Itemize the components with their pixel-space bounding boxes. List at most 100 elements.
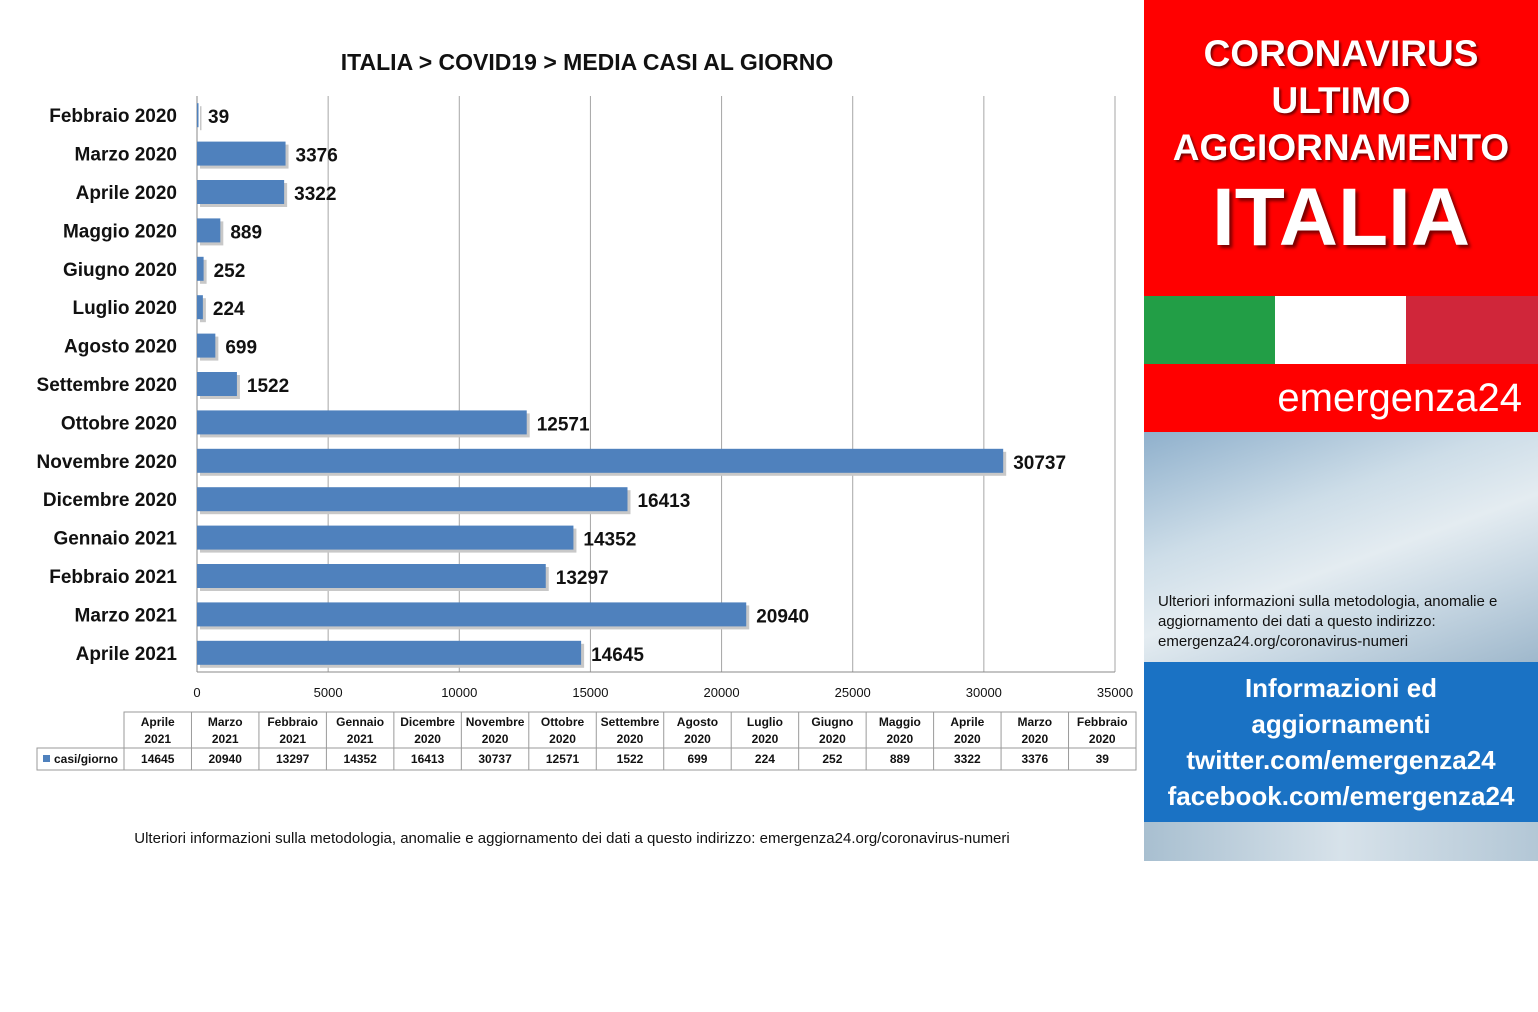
data-label: 39 <box>208 107 229 128</box>
table-cell-value: 39 <box>1096 752 1110 766</box>
bar <box>197 180 285 204</box>
table-cell-value: 252 <box>822 752 842 766</box>
table-header-month: Aprile <box>141 715 175 729</box>
flag-red-stripe <box>1406 296 1538 364</box>
table-header-year: 2020 <box>1089 732 1116 746</box>
data-label: 14352 <box>583 530 636 551</box>
side-panel: CORONAVIRUS ULTIMO AGGIORNAMENTO ITALIA … <box>1144 0 1538 1012</box>
table-header-month: Novembre <box>466 715 525 729</box>
data-label: 12571 <box>537 414 590 435</box>
table-header-month: Aprile <box>950 715 984 729</box>
table-header-month: Giugno <box>811 715 853 729</box>
headline-box: CORONAVIRUS ULTIMO AGGIORNAMENTO ITALIA <box>1144 0 1538 296</box>
category-label: Aprile 2021 <box>76 644 178 665</box>
table-cell-value: 14352 <box>343 752 377 766</box>
data-label: 30737 <box>1013 453 1066 474</box>
table-cell-value: 699 <box>687 752 707 766</box>
table-header-month: Dicembre <box>400 715 455 729</box>
flag-white-stripe <box>1275 296 1406 364</box>
table-header-year: 2020 <box>617 732 644 746</box>
social-box: Informazioni ed aggiornamenti twitter.co… <box>1144 662 1538 822</box>
bar <box>197 103 199 128</box>
category-label: Febbraio 2021 <box>49 567 177 588</box>
table-header-year: 2020 <box>887 732 914 746</box>
bar-shadow <box>200 106 202 131</box>
data-label: 3322 <box>294 184 336 205</box>
table-header-month: Settembre <box>601 715 660 729</box>
background-photo: @emergenza24 Ulteriori informazioni sull… <box>1144 432 1538 1012</box>
social-line-2: aggiornamenti <box>1251 709 1431 739</box>
info-text: Ulteriori informazioni sulla metodologia… <box>1158 593 1498 650</box>
table-header-year: 2021 <box>347 732 374 746</box>
category-label: Aprile 2020 <box>76 183 177 204</box>
x-tick-label: 30000 <box>966 685 1002 700</box>
table-header-month: Ottobre <box>541 715 585 729</box>
table-header-month: Maggio <box>879 715 921 729</box>
data-label: 13297 <box>556 568 609 589</box>
data-label: 3376 <box>296 146 338 167</box>
table-header-year: 2021 <box>144 732 171 746</box>
table-header-year: 2020 <box>819 732 846 746</box>
table-header-month: Marzo <box>208 715 243 729</box>
bar <box>197 372 237 396</box>
chart-area: ITALIA > COVID19 > MEDIA CASI AL GIORNO 0… <box>36 49 1137 847</box>
table-cell-value: 1522 <box>617 752 644 766</box>
table-cell-value: 13297 <box>276 752 310 766</box>
table-header-year: 2020 <box>1021 732 1048 746</box>
data-label: 252 <box>214 261 246 282</box>
table-cell-value: 16413 <box>411 752 445 766</box>
bar <box>197 410 527 435</box>
bar <box>197 448 1004 473</box>
brand-name: emergenza24 <box>1144 364 1538 432</box>
category-label: Giugno 2020 <box>63 260 177 281</box>
table-header-month: Febbraio <box>1077 715 1128 729</box>
category-label: Febbraio 2020 <box>49 106 177 127</box>
table-cell-value: 20940 <box>209 752 243 766</box>
bar-chart: ITALIA > COVID19 > MEDIA CASI AL GIORNO 0… <box>36 49 1137 771</box>
headline-line-3: AGGIORNAMENTO <box>1172 127 1510 168</box>
category-label: Maggio 2020 <box>63 221 177 242</box>
bar <box>197 256 204 281</box>
table-cell-value: 224 <box>755 752 775 766</box>
bar <box>197 564 546 588</box>
bar <box>197 602 747 627</box>
table-cell-value: 30737 <box>478 752 512 766</box>
table-legend-key <box>43 755 50 762</box>
category-label: Luglio 2020 <box>72 298 177 319</box>
table-cell-value: 3376 <box>1021 752 1048 766</box>
table-header-month: Agosto <box>677 715 718 729</box>
x-tick-label: 5000 <box>314 685 343 700</box>
social-handle: @emergenza24 <box>1154 905 1171 1012</box>
chart-title: ITALIA > COVID19 > MEDIA CASI AL GIORNO <box>341 49 833 75</box>
data-label: 699 <box>225 338 257 359</box>
x-tick-label: 0 <box>193 685 200 700</box>
bar <box>197 218 221 243</box>
bar-shadow <box>200 298 206 323</box>
country-title: ITALIA <box>1211 172 1471 263</box>
table-header-year: 2021 <box>279 732 306 746</box>
table-header-year: 2020 <box>752 732 779 746</box>
category-label: Ottobre 2020 <box>61 413 177 434</box>
facebook-link[interactable]: facebook.com/emergenza24 <box>1167 781 1515 811</box>
table-header-year: 2020 <box>549 732 576 746</box>
table-header-month: Febbraio <box>267 715 318 729</box>
table-header-month: Gennaio <box>336 715 384 729</box>
bar <box>197 525 574 550</box>
bar <box>197 640 582 665</box>
data-label: 20940 <box>756 606 809 627</box>
table-cell-value: 12571 <box>546 752 580 766</box>
category-label: Marzo 2020 <box>75 145 177 166</box>
twitter-link[interactable]: twitter.com/emergenza24 <box>1186 745 1496 775</box>
x-tick-label: 20000 <box>703 685 739 700</box>
table-header-year: 2020 <box>482 732 509 746</box>
category-label: Dicembre 2020 <box>43 490 177 511</box>
category-label: Settembre 2020 <box>37 375 177 396</box>
table-row-label: casi/giorno <box>54 752 118 766</box>
footnote: Ulteriori informazioni sulla metodologia… <box>134 830 1010 847</box>
table-header-month: Luglio <box>747 715 783 729</box>
bar <box>197 487 628 512</box>
x-tick-label: 10000 <box>441 685 477 700</box>
data-label: 1522 <box>247 376 289 397</box>
category-label: Gennaio 2021 <box>53 529 177 550</box>
table-cell-value: 889 <box>890 752 910 766</box>
